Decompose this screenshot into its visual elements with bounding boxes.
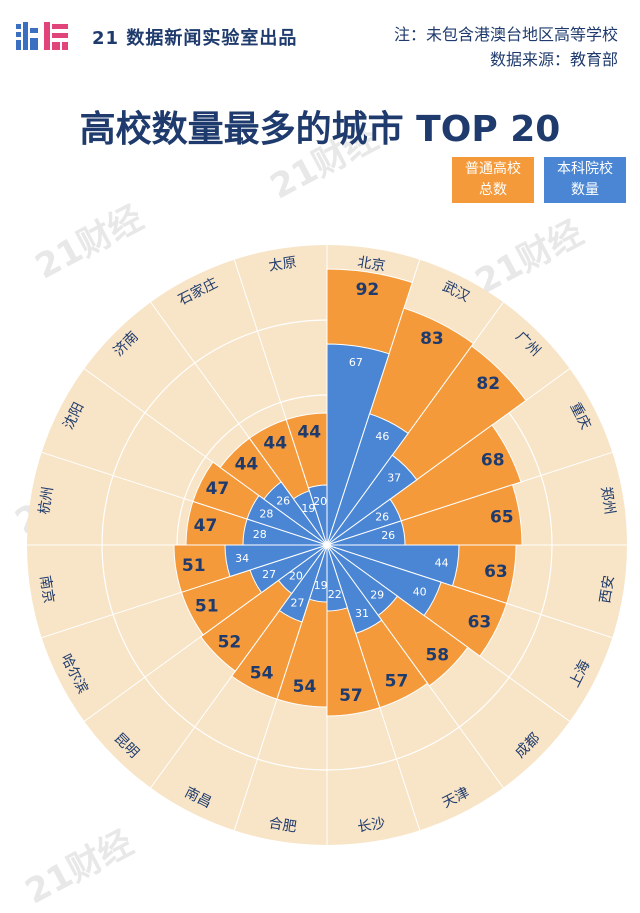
category-label: 杭州 [36, 486, 56, 516]
data-label-undergrad: 26 [381, 529, 395, 542]
data-label-total: 51 [195, 596, 219, 616]
chart-title: 高校数量最多的城市 TOP 20 [79, 109, 561, 150]
category-label: 太原 [268, 254, 298, 274]
bar-undergrad [278, 544, 328, 623]
data-label-undergrad: 29 [370, 589, 384, 602]
data-label-undergrad: 31 [355, 607, 369, 620]
data-label-undergrad: 22 [328, 588, 342, 601]
category-label: 西安 [597, 574, 617, 604]
bar-undergrad [263, 481, 328, 546]
data-label-total: 44 [263, 433, 287, 453]
legend-total-colleges: 普通高校 总数 [452, 157, 534, 203]
category-label: 南京 [36, 574, 56, 604]
data-label-undergrad: 27 [291, 596, 305, 609]
data-label-undergrad: 37 [387, 471, 401, 484]
bar-undergrad [326, 544, 442, 617]
center-dot [324, 542, 330, 548]
bar-undergrad [326, 413, 409, 546]
legend-label-undergrad: 本科院校 [557, 161, 613, 177]
data-label-undergrad: 26 [375, 510, 389, 523]
data-label-undergrad: 28 [253, 528, 267, 541]
data-label-total: 82 [476, 374, 500, 394]
bar-undergrad [246, 494, 328, 546]
category-label: 郑州 [597, 486, 617, 516]
data-label-undergrad: 19 [314, 579, 328, 592]
data-label-undergrad: 19 [301, 502, 315, 515]
data-label-total: 57 [385, 671, 409, 691]
data-label-undergrad: 46 [375, 430, 389, 443]
source-note: 注：未包含港澳台地区高等学校 数据来源：教育部 [394, 22, 618, 72]
data-label-undergrad: 34 [235, 552, 249, 565]
data-label-total: 44 [235, 454, 259, 474]
data-label-total: 57 [339, 686, 363, 706]
legend-undergraduate: 本科院校 数量 [544, 157, 626, 203]
data-label-total: 47 [206, 479, 230, 499]
legend-label-undergrad-2: 数量 [571, 182, 599, 198]
bar-undergrad [326, 343, 390, 546]
data-label-undergrad: 67 [349, 356, 363, 369]
data-label-total: 65 [490, 507, 514, 527]
category-label: 长沙 [356, 815, 386, 835]
bar-undergrad [307, 484, 328, 546]
bar-undergrad [326, 544, 460, 587]
legend-label-total-2: 总数 [479, 182, 507, 198]
data-label-undergrad: 28 [259, 508, 273, 521]
data-label-total: 52 [218, 633, 242, 653]
data-label-total: 83 [420, 329, 444, 349]
data-label-undergrad: 44 [435, 557, 449, 570]
brand-text: 21 数据新闻实验室出品 [92, 28, 298, 49]
data-label-total: 44 [297, 422, 321, 442]
note-line-source: 数据来源：教育部 [489, 50, 618, 69]
bar-undergrad [326, 454, 418, 546]
data-label-total: 92 [356, 280, 380, 300]
data-label-total: 54 [250, 663, 274, 683]
data-label-total: 68 [481, 451, 505, 471]
data-label-total: 63 [468, 613, 492, 633]
data-label-undergrad: 20 [313, 495, 327, 508]
data-label-undergrad: 26 [276, 495, 290, 508]
data-label-undergrad: 40 [413, 586, 427, 599]
data-label-total: 47 [194, 516, 218, 536]
note-line-exclusion: 注：未包含港澳台地区高等学校 [393, 25, 618, 44]
legend-label-total: 普通高校 [465, 161, 521, 177]
radial-bar-chart: 92 67 83 46 82 37 68 26 65 26 63 44 63 40 58 29 57 31 57 22… [27, 245, 627, 845]
data-label-total: 63 [484, 562, 508, 582]
brand-logo-icon [16, 22, 68, 50]
data-label-undergrad: 20 [289, 570, 303, 583]
category-label: 北京 [356, 254, 386, 274]
category-label: 合肥 [268, 815, 298, 835]
data-label-total: 51 [182, 556, 206, 576]
data-label-total: 58 [425, 645, 449, 665]
bar-undergrad [326, 544, 349, 612]
data-label-total: 54 [293, 677, 317, 697]
data-label-undergrad: 27 [262, 568, 276, 581]
bar-undergrad [224, 544, 328, 578]
bar-undergrad [326, 544, 383, 635]
